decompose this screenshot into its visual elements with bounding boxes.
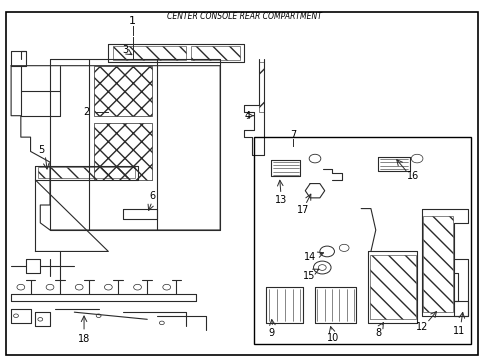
Bar: [113, 46, 186, 60]
Text: 14: 14: [304, 252, 316, 262]
Text: 13: 13: [274, 195, 286, 204]
Bar: [94, 123, 152, 180]
Text: 5: 5: [38, 145, 44, 155]
Text: 9: 9: [268, 328, 274, 338]
Text: 15: 15: [303, 271, 315, 281]
Bar: [254, 137, 469, 344]
Bar: [38, 167, 135, 178]
Bar: [423, 216, 452, 312]
Text: 10: 10: [326, 333, 338, 343]
Text: 12: 12: [415, 322, 427, 332]
Text: 8: 8: [374, 328, 381, 338]
Text: 6: 6: [149, 191, 155, 201]
Bar: [191, 46, 239, 60]
Text: 18: 18: [78, 334, 90, 344]
Text: 2: 2: [83, 107, 89, 117]
Text: 11: 11: [452, 326, 465, 336]
Text: 1: 1: [129, 16, 136, 26]
Text: 3: 3: [122, 45, 128, 55]
Bar: [94, 66, 152, 116]
Bar: [259, 62, 264, 112]
Text: 17: 17: [296, 205, 308, 215]
Text: 7: 7: [289, 130, 296, 140]
Bar: [369, 255, 415, 319]
Text: 16: 16: [407, 171, 419, 181]
Text: 4: 4: [244, 111, 250, 121]
Text: CENTER CONSOLE REAR COMPARTMENT: CENTER CONSOLE REAR COMPARTMENT: [167, 12, 321, 21]
